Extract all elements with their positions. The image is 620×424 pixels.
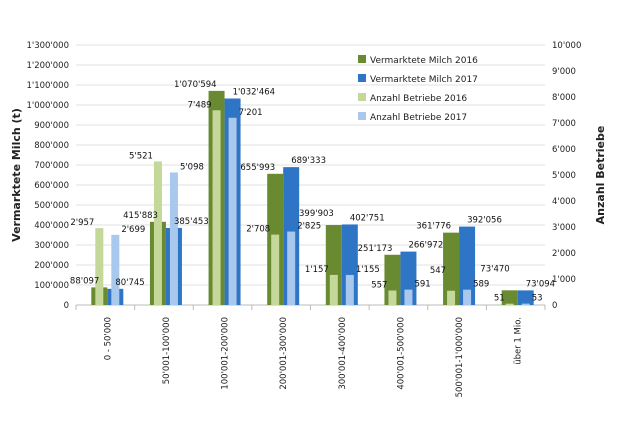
data-label-milch-2016: 88'097 [70,276,99,286]
y2-tick-label: 2'000 [552,249,576,259]
legend-label: Vermarktete Milch 2016 [370,56,478,66]
data-label-milch-2017: 80'745 [115,278,144,288]
y-tick-label: 1'000'000 [26,101,69,111]
data-label-betriebe-2016: 547 [430,266,446,276]
y-tick-label: 900'000 [34,121,69,131]
legend-label: Anzahl Betriebe 2017 [370,113,467,123]
data-label-milch-2016: 655'993 [240,163,275,173]
y2-tick-label: 1'000 [552,275,576,285]
bar-betriebe-2017 [404,289,413,305]
legend-label: Anzahl Betriebe 2016 [370,94,467,104]
x-tick-label: 0 - 50'000 [103,317,113,360]
bar-milch-2017 [459,226,476,305]
data-label-milch-2017: 402'751 [350,213,385,223]
legend-swatch [358,55,366,63]
data-label-betriebe-2017: 7'201 [239,108,263,118]
y2-tick-label: 5'000 [552,171,576,181]
bar-milch-2016 [501,290,518,305]
y2-tick-label: 0 [552,301,557,311]
bar-betriebe-2016 [329,274,338,305]
legend-swatch [358,74,366,82]
y-tick-label: 0 [64,301,69,311]
data-label-betriebe-2016: 2'957 [70,218,94,228]
data-label-betriebe-2016: 1'157 [305,265,329,275]
bar-betriebe-2017 [287,231,296,305]
y2-tick-label: 8'000 [552,93,576,103]
bar-betriebe-2016 [447,290,456,305]
data-label-betriebe-2017: 591 [414,280,430,290]
y2-tick-label: 10'000 [552,41,581,51]
y-tick-label: 1'300'000 [26,41,69,51]
y2-tick-label: 6'000 [552,145,576,155]
y2-tick-label: 3'000 [552,223,576,233]
data-label-betriebe-2017: 5'098 [180,162,204,172]
bar-betriebe-2017 [111,234,120,305]
x-tick-label: 400'001-500'000 [396,317,406,390]
data-label-betriebe-2017: 53 [532,294,543,304]
y-tick-label: 1'200'000 [26,61,69,71]
data-label-milch-2016: 361'776 [416,222,451,232]
data-label-milch-2016: 415'883 [123,211,158,221]
data-label-milch-2017: 689'333 [291,156,326,166]
bar-betriebe-2017 [228,117,237,305]
data-label-betriebe-2016: 7'489 [188,100,212,110]
data-label-betriebe-2017: 2'699 [121,225,145,235]
x-tick-label: 300'001-400'000 [338,317,348,390]
bar-betriebe-2016 [153,161,162,305]
data-label-milch-2016: 251'173 [358,244,393,254]
y-tick-label: 800'000 [34,141,69,151]
y-tick-label: 700'000 [34,161,69,171]
bar-betriebe-2017 [345,274,354,305]
y-tick-label: 1'100'000 [26,81,69,91]
data-label-milch-2017: 1'032'464 [233,88,276,98]
bar-milch-2017 [517,290,534,305]
x-tick-label: 500'001-1'000'000 [455,317,465,397]
data-label-betriebe-2017: 589 [473,280,489,290]
legend-swatch [358,93,366,101]
bar-betriebe-2016 [271,234,280,305]
data-label-betriebe-2016: 51 [494,294,505,304]
data-label-betriebe-2016: 5'521 [129,151,153,161]
y-tick-label: 400'000 [34,221,69,231]
bar-betriebe-2017 [169,172,178,305]
y-tick-label: 100'000 [34,281,69,291]
bar-betriebe-2016 [505,303,514,305]
legend-label: Vermarktete Milch 2017 [370,75,478,85]
x-tick-label: 100'001-200'000 [221,317,231,390]
x-tick-label: 50'001-100'000 [162,317,172,384]
y-tick-label: 500'000 [34,201,69,211]
data-label-betriebe-2016: 2'708 [246,225,270,235]
y2-axis-title: Anzahl Betriebe [594,126,607,225]
y-tick-label: 200'000 [34,261,69,271]
data-label-milch-2017: 266'972 [408,241,443,251]
data-label-milch-2017: 392'056 [467,216,502,226]
y-tick-label: 600'000 [34,181,69,191]
legend-swatch [358,112,366,120]
y2-tick-label: 7'000 [552,119,576,129]
x-tick-label: über 1 Mio. [514,317,524,365]
bar-betriebe-2016 [212,110,221,305]
bar-betriebe-2017 [521,303,530,305]
bar-betriebe-2017 [463,289,472,305]
y-axis-title: Vermarktete Milch (t) [10,108,23,242]
data-label-betriebe-2017: 2'825 [297,222,321,232]
y2-tick-label: 4'000 [552,197,576,207]
bar-milch-2016 [443,232,460,305]
bar-betriebe-2016 [388,290,397,305]
y-tick-label: 300'000 [34,241,69,251]
y2-tick-label: 9'000 [552,67,576,77]
data-label-betriebe-2016: 557 [371,281,387,291]
data-label-milch-2016: 73'470 [480,264,509,274]
data-label-milch-2017: 73'094 [526,279,555,289]
data-label-betriebe-2017: 1'155 [356,265,380,275]
data-label-milch-2017: 385'453 [174,217,209,227]
data-label-milch-2016: 399'903 [299,209,334,219]
bar-betriebe-2016 [95,228,104,305]
x-tick-label: 200'001-300'000 [279,317,289,390]
data-label-milch-2016: 1'070'594 [174,80,217,90]
